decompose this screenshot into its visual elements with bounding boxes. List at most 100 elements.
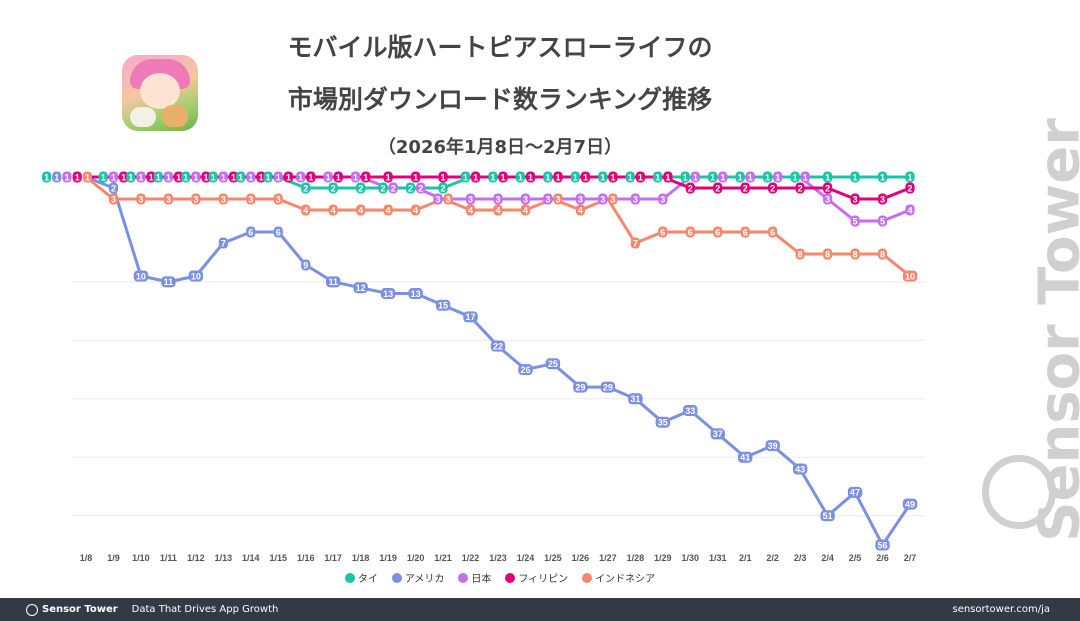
data-label: 43 (795, 464, 805, 474)
data-label: 12 (356, 283, 366, 293)
legend-item[interactable]: アメリカ (391, 570, 444, 585)
data-point-marker (790, 171, 800, 183)
data-point: 6 (713, 226, 723, 238)
data-point: 6 (273, 226, 283, 238)
data-point: 3 (443, 193, 453, 205)
data-point-marker (174, 171, 184, 183)
data-point-marker (553, 193, 563, 205)
data-point: 1 (598, 171, 608, 183)
data-point-marker (520, 204, 531, 216)
data-label: 13 (383, 289, 393, 299)
data-label: 1 (765, 172, 770, 182)
data-point: 1 (553, 171, 563, 183)
data-point-marker (608, 171, 618, 183)
data-label: 1 (880, 172, 885, 182)
data-label: 4 (358, 205, 363, 215)
data-point: 1 (525, 171, 536, 183)
data-label: 3 (446, 194, 451, 204)
data-point: 1 (498, 171, 508, 183)
data-label: 1 (501, 172, 506, 182)
data-point: 15 (435, 299, 451, 311)
data-point-marker (708, 171, 718, 183)
data-label: 29 (603, 382, 613, 392)
data-point: 4 (328, 204, 338, 216)
data-point-marker (543, 171, 553, 183)
sensor-tower-logo-icon (26, 603, 38, 616)
data-point-marker (768, 182, 778, 194)
data-point: 1 (361, 171, 371, 183)
x-tick-label: 1/28 (627, 553, 645, 563)
data-point-marker (163, 171, 173, 183)
data-label: 3 (660, 194, 665, 204)
data-point: 1 (850, 171, 860, 183)
data-label: 6 (715, 227, 720, 237)
data-label: 51 (823, 511, 833, 521)
x-tick-label: 2/5 (849, 553, 862, 563)
data-label: 3 (578, 194, 583, 204)
data-point: 1 (201, 171, 211, 183)
data-label: 10 (136, 271, 146, 281)
data-label: 29 (575, 382, 585, 392)
data-point-marker (685, 182, 695, 194)
data-label: 1 (258, 172, 263, 182)
data-point: 5 (877, 215, 888, 227)
data-point-marker (683, 405, 698, 416)
data-point: 6 (246, 226, 256, 238)
x-tick-label: 1/30 (682, 553, 700, 563)
x-tick-label: 1/22 (462, 553, 480, 563)
data-point-marker (356, 182, 366, 194)
data-point: 1 (263, 171, 273, 183)
legend-item[interactable]: タイ (344, 570, 378, 585)
data-label: 1 (101, 172, 106, 182)
data-point-marker (326, 276, 341, 288)
data-label: 1 (638, 172, 643, 182)
data-point-marker (405, 182, 416, 194)
data-point: 1 (236, 171, 246, 183)
data-label: 1 (44, 172, 49, 182)
data-point-marker (356, 204, 366, 216)
data-point-marker (735, 171, 745, 183)
data-point-marker (690, 171, 700, 183)
data-point: 1 (411, 171, 421, 183)
data-point-marker (146, 171, 156, 183)
data-label: 2 (688, 183, 693, 193)
data-label: 1 (138, 172, 143, 182)
data-point-marker (553, 171, 563, 183)
data-label: 6 (770, 227, 775, 237)
data-label: 6 (660, 227, 665, 237)
data-point: 35 (655, 416, 670, 428)
legend-label: 日本 (471, 574, 492, 585)
data-label: 1 (266, 172, 271, 182)
data-label: 1 (276, 172, 281, 182)
legend-item[interactable]: インドネシア (582, 570, 655, 585)
data-label: 1 (326, 172, 331, 182)
data-label: 3 (495, 194, 500, 204)
data-point: 3 (191, 193, 201, 205)
data-point-marker (411, 204, 421, 216)
legend-item[interactable]: フィリピン (505, 570, 568, 585)
data-point-marker (256, 171, 266, 183)
x-tick-label: 1/9 (107, 553, 120, 563)
data-label: 1 (308, 172, 313, 182)
data-point: 51 (820, 510, 835, 522)
data-label: 39 (768, 441, 778, 451)
data-point: 3 (598, 193, 608, 205)
data-point: 1 (163, 171, 173, 183)
data-point-marker (42, 171, 52, 183)
data-point: 4 (905, 204, 915, 216)
data-point: 25 (545, 358, 561, 370)
data-label: 8 (825, 249, 830, 259)
data-label: 10 (905, 271, 915, 281)
data-label: 1 (128, 172, 133, 182)
data-point-marker (655, 416, 670, 428)
data-point: 3 (553, 193, 563, 205)
data-point: 29 (573, 381, 588, 393)
data-label: 1 (720, 172, 725, 182)
x-tick-label: 1/12 (187, 553, 205, 563)
chart-title-line1: モバイル版ハートピアスローライフの (287, 33, 713, 62)
data-label: 8 (853, 249, 858, 259)
data-point-marker (411, 171, 421, 183)
data-point-marker (438, 182, 448, 194)
footer-url[interactable]: sensortower.com/ja (952, 604, 1050, 615)
legend-item[interactable]: 日本 (458, 570, 491, 585)
